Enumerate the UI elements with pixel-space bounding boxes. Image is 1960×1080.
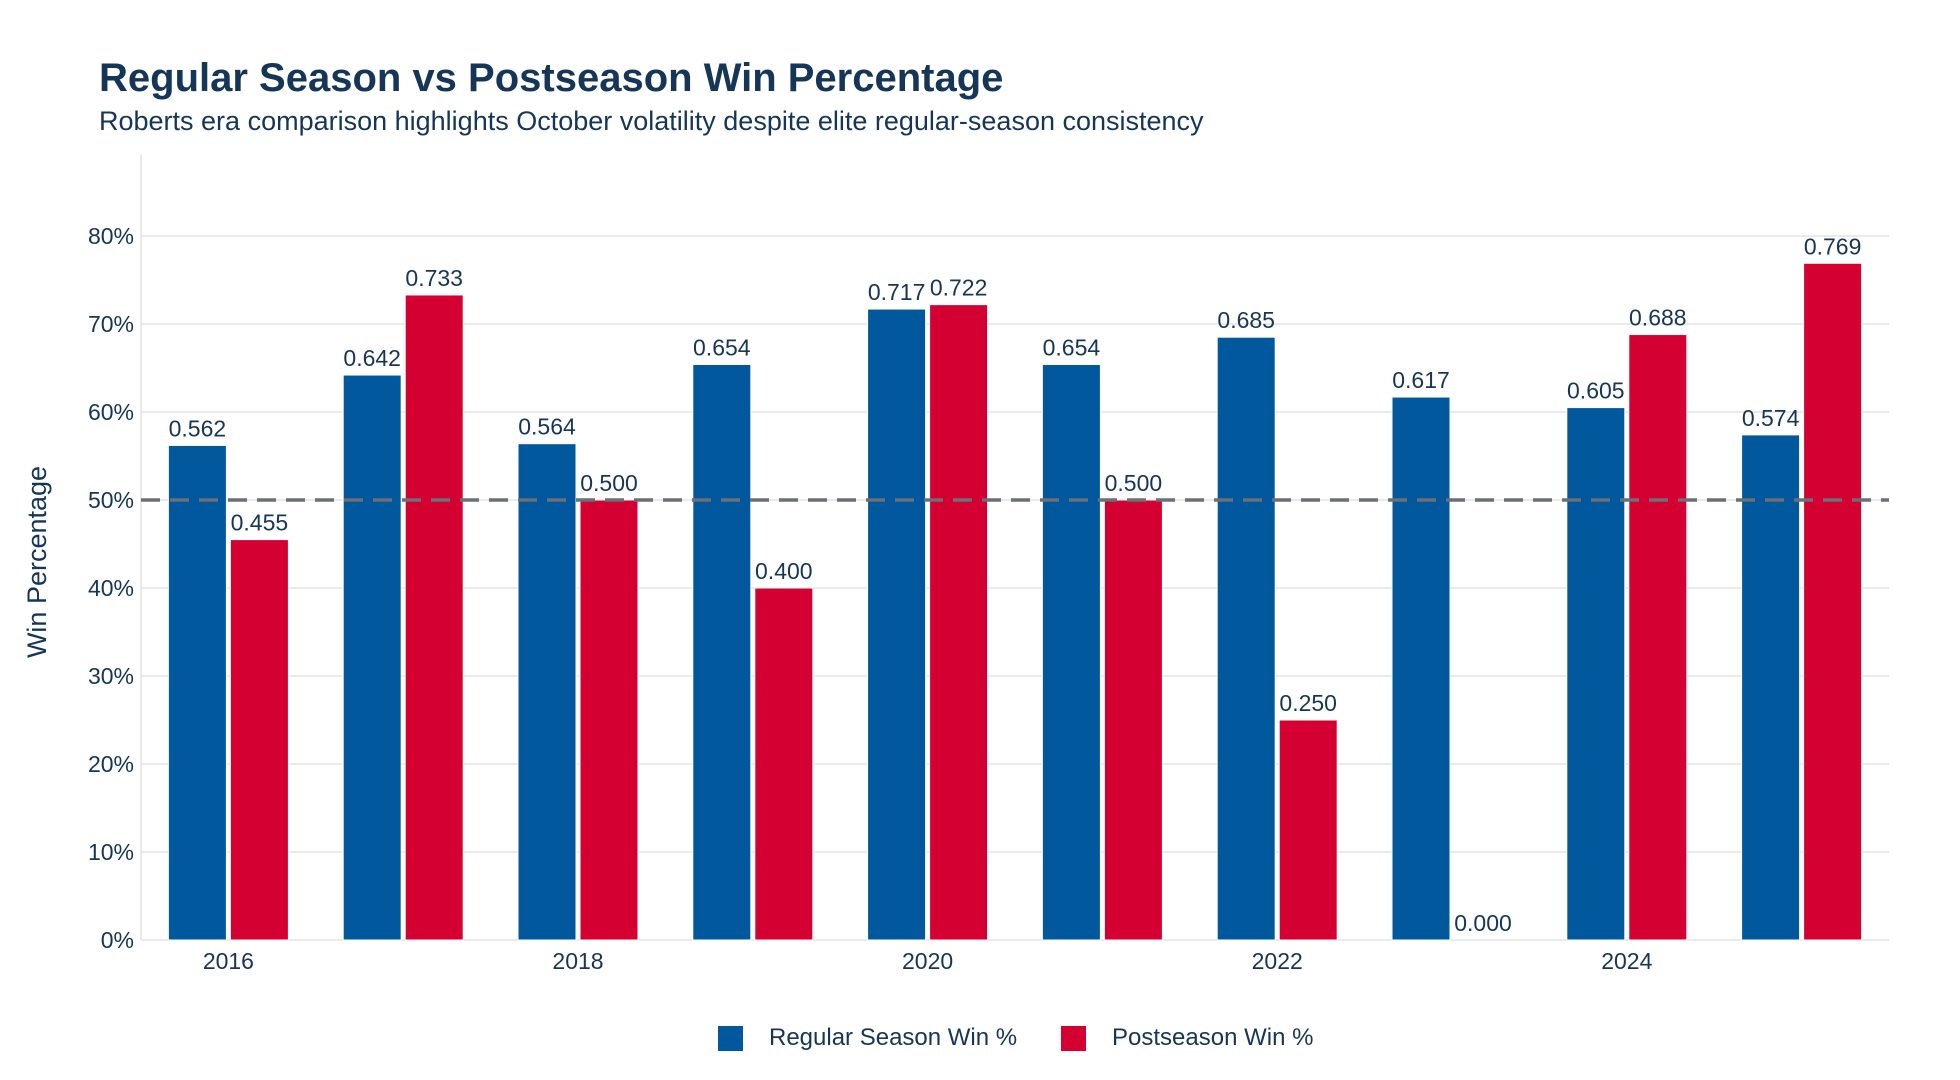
data-label-regular: 0.605 [1567,378,1625,404]
legend-item-postseason[interactable]: Postseason Win % [1061,1024,1313,1052]
bar-regular-season[interactable] [1566,407,1626,941]
chart-subtitle: Roberts era comparison highlights Octobe… [99,106,1204,136]
data-label-postseason: 0.250 [1279,690,1337,716]
y-tick-label: 10% [88,839,134,865]
data-label-regular: 0.642 [343,345,401,371]
data-label-postseason: 0.455 [231,510,289,536]
data-label-postseason: 0.688 [1629,305,1687,331]
legend-swatch-postseason [1061,1025,1086,1051]
bar-regular-season[interactable] [1391,396,1451,941]
data-label-regular: 0.617 [1392,367,1450,393]
data-label-postseason: 0.733 [405,265,463,291]
x-tick-label: 2022 [1252,948,1303,974]
data-label-regular: 0.574 [1742,405,1800,431]
y-axis-title: Win Percentage [22,466,52,658]
y-tick-label: 60% [88,399,134,425]
data-label-regular: 0.564 [518,414,576,440]
bar-postseason[interactable] [1803,262,1863,941]
data-label-postseason: 0.722 [930,275,988,301]
bar-postseason[interactable] [1278,719,1338,941]
y-tick-label: 0% [101,927,134,953]
y-tick-label: 80% [88,223,134,249]
bar-postseason[interactable] [579,499,639,941]
chart-title: Regular Season vs Postseason Win Percent… [99,56,1004,100]
x-tick-label: 2016 [203,948,254,974]
bars [167,262,1863,941]
data-label-postseason: 0.500 [580,470,638,496]
bar-regular-season[interactable] [692,363,752,941]
legend-label-regular: Regular Season Win % [769,1024,1018,1051]
bar-regular-season[interactable] [1216,336,1276,941]
bar-postseason[interactable] [1628,334,1688,941]
axes: 0% 10% 20% 30% 40% 50% 60% 70% 80% 2016 2018 2020 20… [88,154,1653,974]
bar-regular-season[interactable] [517,443,577,941]
data-label-regular: 0.717 [868,279,926,305]
x-tick-label: 2018 [552,948,603,974]
bar-regular-season[interactable] [167,444,227,941]
data-label-postseason: 0.769 [1804,233,1862,259]
legend-label-postseason: Postseason Win % [1112,1024,1314,1051]
data-labels: 0.562 0.642 0.564 0.654 0.717 0.654 0.685 0.617… [169,233,1862,936]
bar-postseason[interactable] [754,587,814,941]
legend-swatch-regular [718,1025,743,1051]
x-tick-label: 2024 [1601,948,1652,974]
y-tick-label: 70% [88,311,134,337]
y-tick-label: 50% [88,487,134,513]
legend-item-regular[interactable]: Regular Season Win % [718,1024,1017,1052]
y-tick-label: 40% [88,575,134,601]
data-label-regular: 0.562 [169,415,227,441]
y-tick-label: 30% [88,663,134,689]
bar-postseason[interactable] [1103,499,1163,941]
bar-postseason[interactable] [404,294,464,941]
bar-regular-season[interactable] [1741,434,1801,941]
data-label-regular: 0.685 [1217,307,1275,333]
data-label-regular: 0.654 [1043,334,1101,360]
bar-postseason[interactable] [229,539,289,941]
y-tick-label: 20% [88,751,134,777]
data-label-regular: 0.654 [693,334,751,360]
data-label-postseason: 0.000 [1454,910,1512,936]
bar-postseason[interactable] [929,304,989,941]
data-label-postseason: 0.500 [1105,470,1163,496]
x-tick-label: 2020 [902,948,953,974]
bar-regular-season[interactable] [342,374,402,941]
data-label-postseason: 0.400 [755,558,813,584]
gridlines [141,235,1889,941]
legend: Regular Season Win % Postseason Win % [0,1024,1960,1058]
bar-regular-season[interactable] [867,308,927,941]
bar-regular-season[interactable] [1041,363,1101,941]
